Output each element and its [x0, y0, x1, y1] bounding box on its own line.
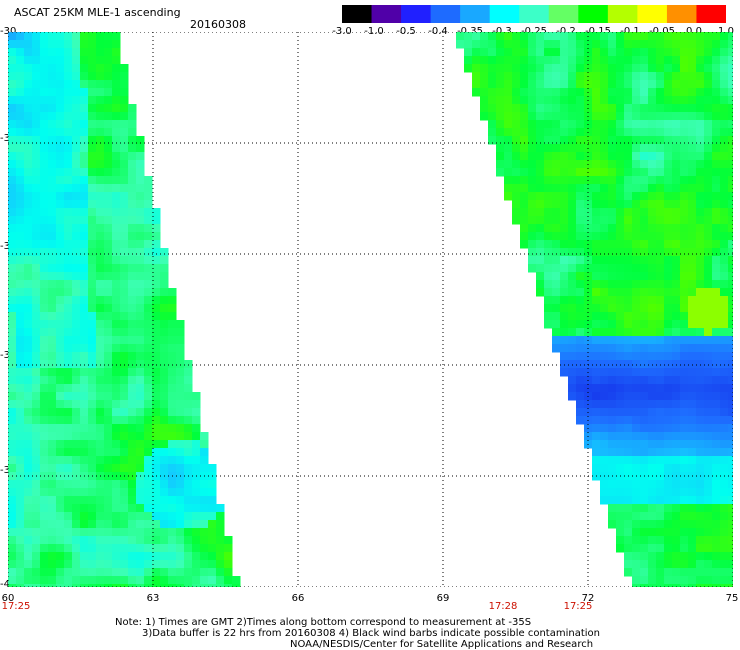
colorbar-swatch [371, 5, 402, 23]
colorbar-label: 1.0 [718, 26, 734, 37]
swath-cells [8, 32, 733, 587]
time-label-east-1: 17:28 [488, 601, 518, 612]
colorbar-label: -0.05 [649, 26, 675, 37]
colorbar-label: -3.0 [332, 26, 352, 37]
colorbar-swatch [401, 5, 432, 23]
colorbar-swatch [430, 5, 461, 23]
colorbar-swatch [548, 5, 579, 23]
time-label-east-2: 17:25 [563, 601, 593, 612]
colorbar-swatch [489, 5, 520, 23]
lon-label-72: 72 [581, 593, 595, 604]
product-date: 20160308 [190, 18, 246, 31]
colorbar-label: -0.35 [457, 26, 483, 37]
colorbar-label: -0.15 [585, 26, 611, 37]
colorbar-label: -0.1 [620, 26, 640, 37]
colorbar-label: -0.2 [556, 26, 576, 37]
colorbar-label: -0.25 [521, 26, 547, 37]
colorbar-label: -0.3 [492, 26, 512, 37]
colorbar-swatch [342, 5, 373, 23]
colorbar-swatch [607, 5, 638, 23]
footer-note-2: 3)Data buffer is 22 hrs from 20160308 4)… [142, 628, 600, 639]
colorbar-label: -0.4 [428, 26, 448, 37]
footer-credit: NOAA/NESDIS/Center for Satellite Applica… [290, 639, 594, 650]
colorbar-swatch [666, 5, 697, 23]
colorbar-swatch [519, 5, 550, 23]
lon-label-63: 63 [146, 593, 160, 604]
time-label-west: 17:25 [1, 601, 31, 612]
colorbar-swatch [637, 5, 668, 23]
colorbar-label: -0.5 [396, 26, 416, 37]
lon-label-69: 69 [436, 593, 450, 604]
product-title: ASCAT 25KM MLE-1 ascending [14, 6, 181, 19]
colorbar-label: 0.0 [686, 26, 702, 37]
colorbar-swatch [460, 5, 491, 23]
footer-note-1: Note: 1) Times are GMT 2)Times along bot… [115, 617, 532, 628]
lon-label-60: 60 [1, 593, 15, 604]
colorbar [342, 5, 726, 23]
lon-label-66: 66 [291, 593, 305, 604]
colorbar-label: -1.0 [364, 26, 384, 37]
lon-label-75: 75 [725, 593, 739, 604]
colorbar-swatch [578, 5, 609, 23]
colorbar-swatch [696, 5, 726, 23]
swath-map [8, 32, 733, 587]
